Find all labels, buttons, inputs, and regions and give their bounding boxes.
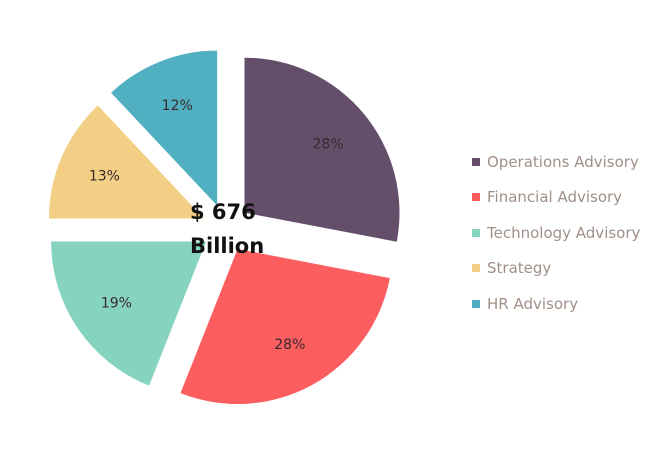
legend-label: Operations Advisory — [487, 152, 639, 171]
legend-item[interactable]: Strategy — [472, 251, 640, 287]
total-label: $ 676 Billion — [190, 195, 264, 263]
legend-label: Technology Advisory — [487, 223, 641, 242]
legend-label: Financial Advisory — [487, 188, 623, 207]
legend-item[interactable]: Operations Advisory — [472, 144, 640, 180]
pie-slice-operations-advisory[interactable] — [244, 57, 400, 242]
legend-label: HR Advisory — [487, 294, 579, 313]
pie-slice-financial-advisory[interactable] — [180, 249, 390, 405]
legend-item[interactable]: Technology Advisory — [472, 215, 640, 251]
pie-slice-strategy[interactable] — [48, 105, 204, 219]
legend-label: Strategy — [487, 259, 552, 278]
legend-swatch-icon — [472, 264, 480, 273]
legend-swatch-icon — [472, 157, 480, 166]
pie-slice-technology-advisory[interactable] — [51, 241, 207, 386]
legend-item[interactable]: HR Advisory — [472, 286, 640, 322]
legend-swatch-icon — [472, 299, 480, 308]
legend-swatch-icon — [472, 193, 480, 202]
slice-percent-label: 19% — [101, 295, 132, 311]
legend-item[interactable]: Financial Advisory — [472, 180, 640, 216]
slice-percent-label: 12% — [162, 98, 193, 114]
legend: Operations Advisory Financial Advisory Tec… — [472, 144, 640, 322]
total-unit: Billion — [190, 234, 265, 258]
slice-percent-label: 28% — [313, 137, 344, 153]
total-amount: $ 676 — [190, 200, 256, 224]
legend-swatch-icon — [472, 228, 480, 237]
pie-slice-hr-advisory[interactable] — [111, 50, 218, 206]
slice-percent-label: 13% — [89, 168, 120, 184]
slice-percent-label: 28% — [274, 337, 305, 353]
